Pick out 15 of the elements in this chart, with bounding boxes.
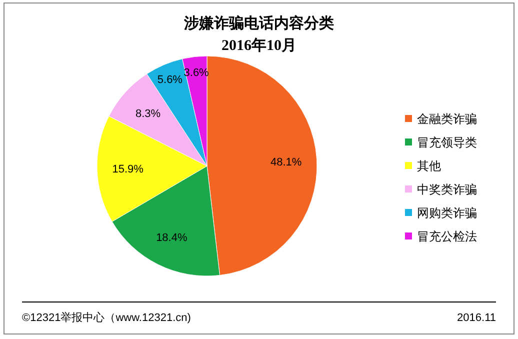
legend-label: 金融类诈骗 [417,112,477,126]
data-label: 18.4% [156,232,188,244]
data-label: 8.3% [136,108,161,120]
data-label: 48.1% [270,156,302,168]
legend-label: 冒充领导类 [417,136,477,150]
chart-title: 涉嫌诈骗电话内容分类 [183,14,334,32]
text: ©12321举报中心（www.12321.cn) [22,311,191,324]
text: 2016.11 [457,312,496,324]
data-label: 5.6% [157,74,183,86]
legend-label: 其他 [417,159,441,173]
legend-label: 网购类诈骗 [417,206,477,220]
data-label: 15.9% [112,163,144,176]
chart-subtitle: 2016年10月 [222,37,296,54]
legend-label: 中奖类诈骗 [417,182,477,196]
legend-label: 冒充公检法 [417,230,477,244]
